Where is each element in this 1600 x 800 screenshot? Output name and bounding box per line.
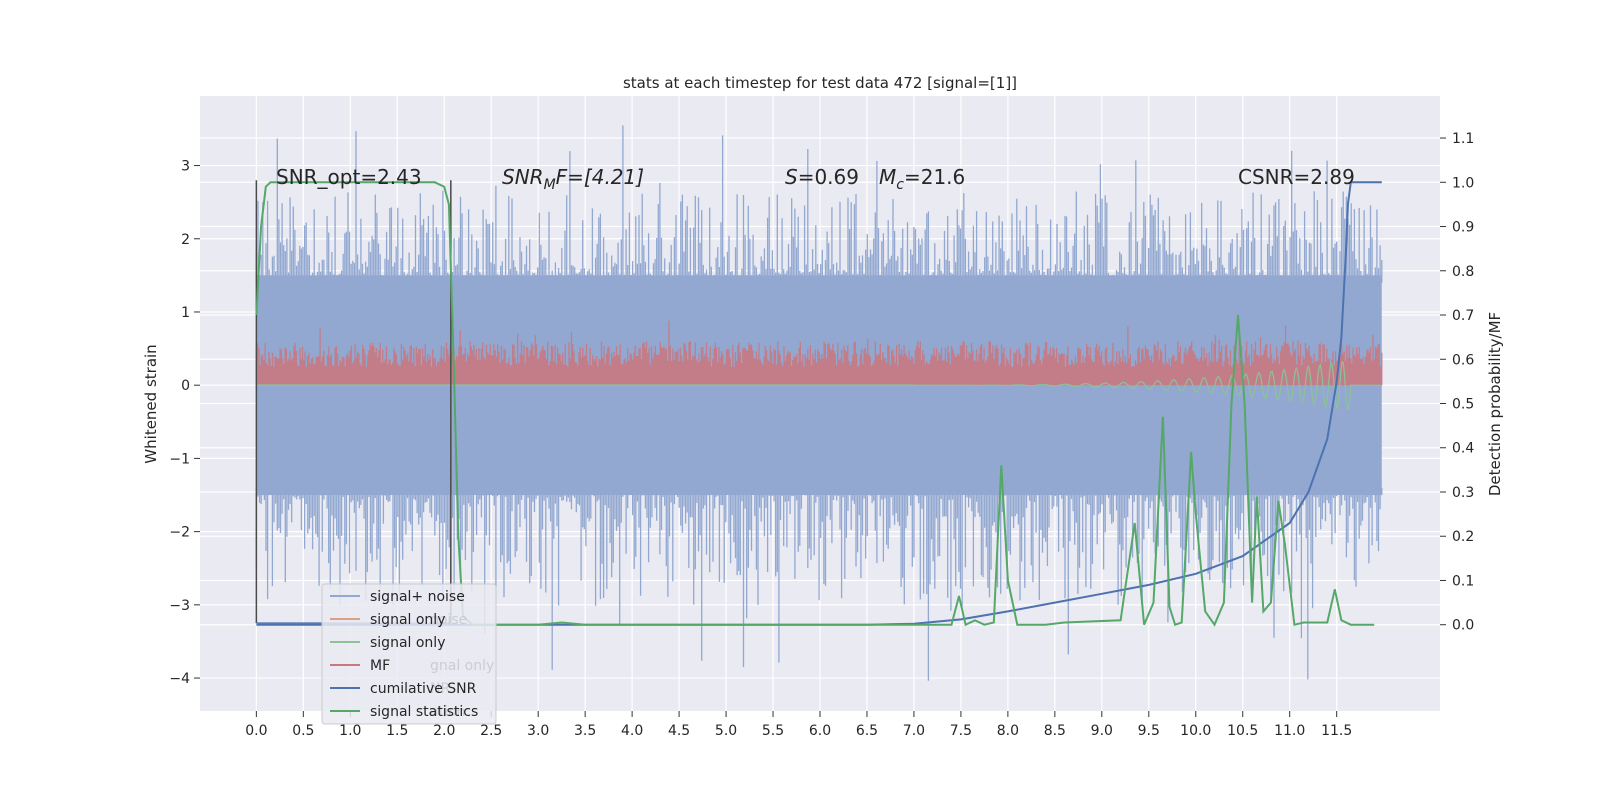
snr-opt-annotation: SNR_opt=2.43	[276, 165, 422, 189]
cumulative-snr-line	[256, 181, 1382, 626]
x-tick-label: 2.5	[480, 723, 502, 739]
snr-mf-rest: F=[4.21]	[556, 165, 644, 189]
legend-ghost-text: noise	[430, 612, 467, 628]
legend-ghost-text: ation	[430, 704, 465, 720]
x-tick-label: 8.5	[1044, 723, 1066, 739]
legend-label: MF	[370, 658, 390, 674]
x-tick-label: 11.5	[1321, 723, 1352, 739]
x-tick-label: 6.5	[856, 723, 878, 739]
mc-sub: c	[896, 177, 904, 193]
snr-mf-annotation: SNRMF=[4.21]	[502, 165, 644, 193]
legend-label: signal only	[370, 612, 445, 628]
legend-label: signal only	[370, 635, 445, 651]
right-tick-label: 0.9	[1452, 220, 1474, 236]
left-tick-label: −3	[169, 598, 190, 614]
x-tick-label: 6.0	[809, 723, 831, 739]
x-tick-label: 0.0	[245, 723, 267, 739]
left-tick-label: 3	[181, 159, 190, 175]
legend-label: cumilative SNR	[370, 681, 477, 697]
x-tick-label: 9.0	[1091, 723, 1113, 739]
right-tick-label: 0.5	[1452, 397, 1474, 413]
left-axis-ticks: 3 2 1 0 −1 −2 −3 −4	[169, 159, 200, 687]
right-tick-label: 0.1	[1452, 573, 1474, 589]
legend-ghost-text: gnal only	[430, 658, 494, 674]
cumulative-snr-series	[256, 181, 1382, 626]
right-tick-label: 0.0	[1452, 618, 1474, 634]
signal-only-chirp	[913, 361, 1382, 410]
snr-mf-main: SNR	[502, 165, 544, 189]
x-tick-label: 1.5	[386, 723, 408, 739]
x-tick-label: 9.5	[1138, 723, 1160, 739]
x-tick-label: 4.0	[621, 723, 643, 739]
x-tick-label: 1.0	[339, 723, 361, 739]
x-tick-label: 2.0	[433, 723, 455, 739]
x-tick-label: 0.5	[292, 723, 314, 739]
right-axis-ticks: 0.0 0.1 0.2 0.3 0.4 0.5 0.6 0.7 0.8 0.9 1.0 1.1	[1440, 131, 1474, 634]
right-tick-label: 0.4	[1452, 441, 1474, 457]
right-tick-label: 1.1	[1452, 131, 1474, 147]
left-tick-label: 1	[181, 305, 190, 321]
right-tick-label: 0.2	[1452, 529, 1474, 545]
legend-box	[321, 583, 497, 725]
left-tick-label: 0	[181, 378, 190, 394]
x-axis-ticks: 0.0 0.5 1.0 1.5 2.0 2.5 3.0 3.5 4.0 4.5 5.0 5.5 6.0 6…	[245, 711, 1352, 739]
legend: noise gnal only NR ation signal+ noise signal…	[321, 583, 497, 725]
x-tick-label: 5.0	[715, 723, 737, 739]
right-tick-label: 1.0	[1452, 175, 1474, 191]
legend-label: signal statistics	[370, 704, 478, 720]
x-tick-label: 3.5	[574, 723, 596, 739]
left-tick-label: −4	[169, 671, 190, 687]
legend-ghost-text: NR	[430, 681, 450, 697]
chart-title: stats at each timestep for test data 472…	[623, 74, 1017, 92]
right-tick-label: 0.3	[1452, 485, 1474, 501]
mc-annotation: Mc=21.6	[879, 165, 965, 193]
x-tick-label: 7.0	[903, 723, 925, 739]
mc-main: M	[879, 165, 896, 189]
mc-rest: =21.6	[904, 165, 965, 189]
left-axis-label: Whitened strain	[142, 344, 160, 463]
x-tick-label: 11.0	[1274, 723, 1305, 739]
signal-only-series	[256, 361, 1382, 410]
left-tick-label: 2	[181, 232, 190, 248]
right-tick-label: 0.6	[1452, 352, 1474, 368]
x-tick-label: 8.0	[997, 723, 1019, 739]
right-tick-label: 0.8	[1452, 264, 1474, 280]
x-tick-label: 5.5	[762, 723, 784, 739]
s-annotation: S=0.69	[785, 165, 859, 189]
x-tick-label: 10.0	[1180, 723, 1211, 739]
x-tick-label: 4.5	[668, 723, 690, 739]
annotations: SNR_opt=2.43 SNRMF=[4.21] S=0.69 Mc=21.6…	[276, 165, 1355, 193]
s-main: S	[785, 165, 798, 189]
right-axis-label: Detection probability/MF	[1486, 312, 1504, 496]
x-tick-label: 10.5	[1227, 723, 1258, 739]
s-rest: =0.69	[798, 165, 859, 189]
csnr-annotation: CSNR=2.89	[1238, 165, 1355, 189]
left-tick-label: −1	[169, 451, 190, 467]
x-tick-label: 7.5	[950, 723, 972, 739]
right-tick-label: 0.7	[1452, 308, 1474, 324]
legend-label: signal+ noise	[370, 589, 465, 605]
x-tick-label: 3.0	[527, 723, 549, 739]
left-tick-label: −2	[169, 525, 190, 541]
snr-mf-sub: M	[544, 177, 556, 193]
